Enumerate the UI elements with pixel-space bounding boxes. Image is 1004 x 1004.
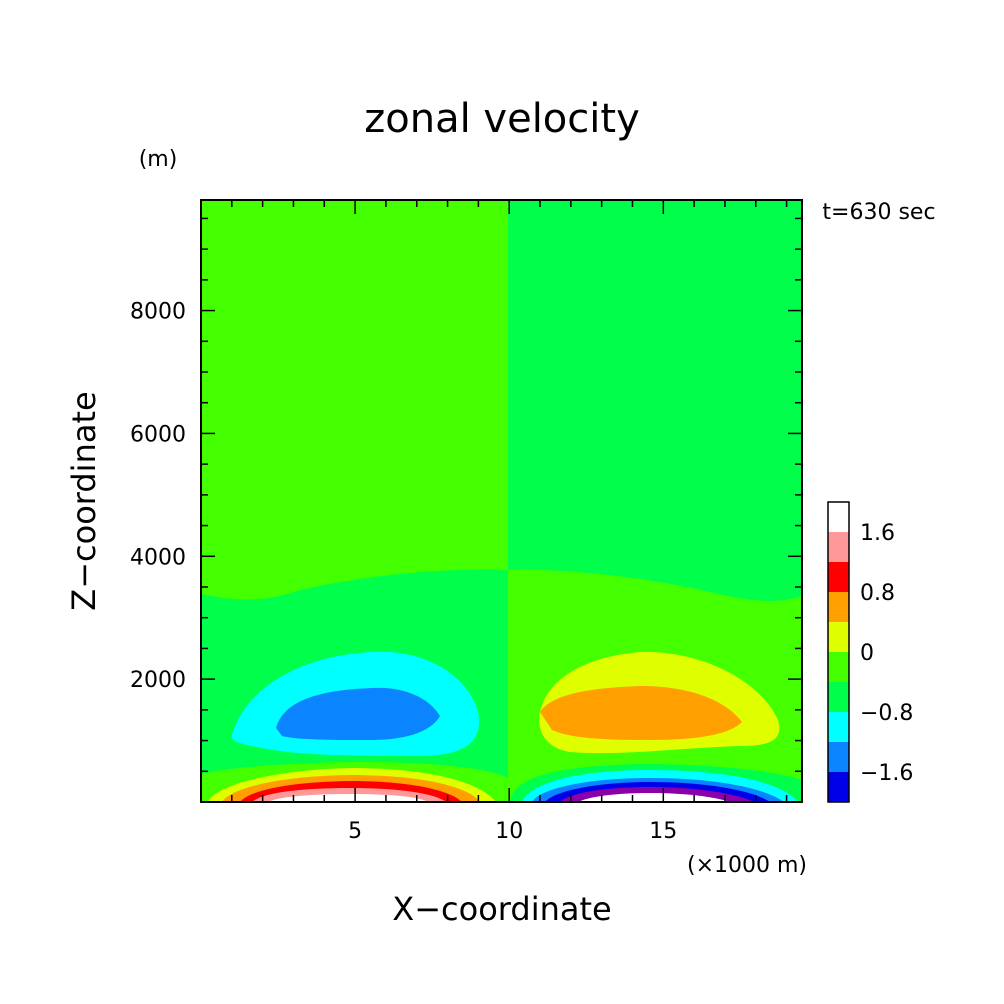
colorbar-tick-label: 1.6 xyxy=(860,521,895,546)
y-tick-label: 4000 xyxy=(130,545,186,570)
colorbar-tick-label: 0.8 xyxy=(860,581,895,606)
y-tick-label: 8000 xyxy=(130,300,186,325)
x-tick-label: 10 xyxy=(495,819,523,844)
y-tick-label: 2000 xyxy=(130,668,186,693)
left-jet-l6 xyxy=(268,794,428,802)
x-axis-label: X−coordinate xyxy=(392,890,611,928)
colorbar-swatch xyxy=(828,652,849,682)
contour-field xyxy=(201,200,802,802)
colorbar: 1.6 0.8 0 −0.8 −1.6 xyxy=(827,501,913,803)
y-axis-label: Z−coordinate xyxy=(65,391,103,610)
colorbar-swatch xyxy=(828,532,849,562)
y-axis: 2000 4000 6000 8000 xyxy=(130,217,802,773)
right-cell-core xyxy=(540,686,742,740)
colorbar-swatch xyxy=(828,562,849,592)
colorbar-tick-label: −0.8 xyxy=(860,701,913,726)
colorbar-swatch xyxy=(828,622,849,652)
colorbar-swatch xyxy=(828,592,849,622)
right-jet-l6 xyxy=(578,793,730,802)
left-cell-core xyxy=(276,687,440,740)
x-unit-label: (×1000 m) xyxy=(687,853,807,878)
x-tick-label: 5 xyxy=(348,819,362,844)
chart-title: zonal velocity xyxy=(364,96,640,142)
y-unit-label: (m) xyxy=(139,147,178,172)
colorbar-tick-label: −1.6 xyxy=(860,761,913,786)
colorbar-tick-label: 0 xyxy=(860,641,874,666)
x-tick-label: 15 xyxy=(649,819,677,844)
colorbar-swatch xyxy=(828,682,849,712)
time-annotation: t=630 sec xyxy=(822,200,935,225)
colorbar-swatch xyxy=(828,712,849,742)
colorbar-swatch xyxy=(828,772,849,802)
colorbar-swatch xyxy=(828,742,849,772)
y-tick-label: 6000 xyxy=(130,422,186,447)
colorbar-frame xyxy=(827,501,850,803)
x-axis: 5 10 15 xyxy=(231,200,788,844)
plot-frame xyxy=(200,199,803,803)
